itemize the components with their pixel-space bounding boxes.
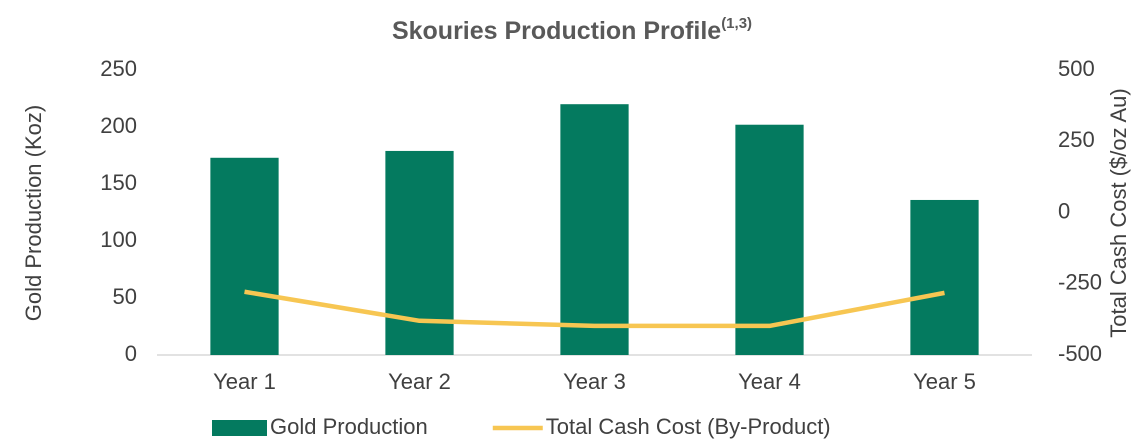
- x-tick-label: Year 5: [913, 369, 976, 394]
- y2-tick-label: -250: [1058, 270, 1102, 295]
- y-axis-title: Gold Production (Koz): [21, 105, 46, 321]
- y2-tick-label: 500: [1058, 56, 1095, 81]
- bar: [385, 150, 454, 355]
- legend-label: Total Cash Cost (By-Product): [546, 414, 831, 439]
- bar: [910, 199, 979, 355]
- legend-label: Gold Production: [270, 414, 428, 439]
- y-tick-label: 200: [100, 113, 137, 138]
- x-tick-label: Year 4: [738, 369, 801, 394]
- bar: [560, 104, 629, 355]
- y2-axis-title: Total Cash Cost ($/oz Au): [1106, 88, 1131, 337]
- bar: [735, 124, 804, 355]
- bar: [210, 157, 279, 355]
- x-tick-label: Year 3: [563, 369, 626, 394]
- title-main: Skouries Production Profile: [392, 17, 721, 45]
- chart-title: Skouries Production Profile(1,3): [392, 15, 752, 45]
- y2-tick-label: -500: [1058, 341, 1102, 366]
- y-tick-label: 150: [100, 170, 137, 195]
- y-tick-label: 250: [100, 56, 137, 81]
- y2-tick-label: 0: [1058, 198, 1070, 223]
- y2-tick-label: 250: [1058, 127, 1095, 152]
- line: [244, 289, 945, 329]
- title-superscript: (1,3): [721, 15, 752, 32]
- x-tick-label: Year 2: [388, 369, 451, 394]
- x-tick-label: Year 1: [213, 369, 276, 394]
- y-tick-label: 100: [100, 227, 137, 252]
- legend-swatch: [212, 420, 267, 436]
- y-tick-label: 0: [125, 341, 137, 366]
- y-tick-label: 50: [113, 284, 137, 309]
